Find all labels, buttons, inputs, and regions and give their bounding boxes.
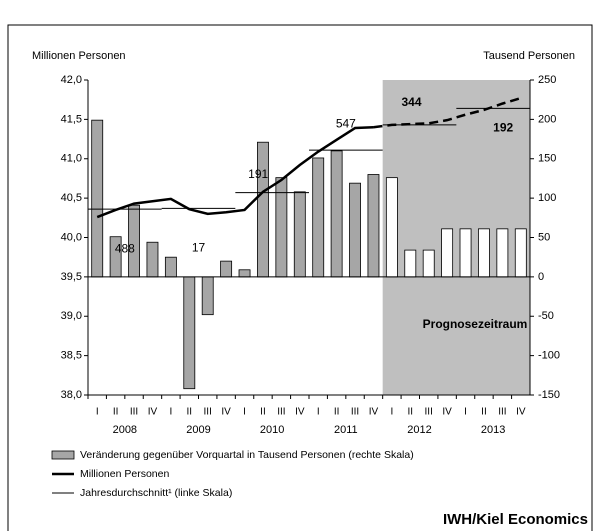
y2-tick-label: 100	[538, 192, 556, 204]
bar	[201, 276, 214, 316]
x-tick-label: I	[96, 407, 99, 418]
x-tick-label: II	[334, 407, 340, 418]
legend-label: Jahresdurchschnitt¹ (linke Skala)	[80, 487, 232, 499]
source: IWH/Kiel Economics	[443, 511, 588, 528]
x-tick-label: II	[260, 407, 266, 418]
year-label: 2013	[481, 424, 505, 436]
x-tick-label: II	[113, 407, 119, 418]
bar	[293, 191, 306, 278]
bar	[385, 177, 398, 278]
bar	[91, 119, 104, 278]
bar	[496, 228, 509, 278]
bar	[441, 228, 454, 278]
y-tick-label: 39,5	[61, 271, 82, 283]
x-tick-label: III	[425, 407, 433, 418]
bar	[164, 256, 177, 278]
bar	[404, 249, 417, 278]
x-tick-label: II	[481, 407, 487, 418]
bar	[183, 276, 196, 390]
bar	[330, 150, 343, 278]
average-label: 191	[248, 167, 268, 181]
y-tick-label: 40,5	[61, 192, 82, 204]
y-tick-label: 41,5	[61, 113, 82, 125]
bar	[478, 228, 490, 278]
y2-tick-label: -50	[538, 310, 554, 322]
x-tick-label: II	[187, 407, 193, 418]
average-label: 192	[493, 121, 513, 135]
line	[96, 126, 374, 219]
bar	[459, 228, 472, 278]
bar	[220, 260, 233, 278]
x-tick-label: IV	[221, 407, 231, 418]
bar	[146, 241, 159, 278]
average-label: 488	[115, 241, 135, 255]
year-label: 2008	[113, 424, 137, 436]
y-tick-label: 38,5	[61, 350, 82, 362]
x-tick-label: IV	[148, 407, 158, 418]
average-label: 17	[192, 241, 206, 255]
x-tick-label: III	[277, 407, 285, 418]
forecast-label: Prognosezeitraum	[423, 317, 528, 331]
x-tick-label: I	[243, 407, 246, 418]
y2-tick-label: -150	[538, 389, 560, 401]
average-label: 344	[401, 95, 421, 109]
bar	[257, 141, 269, 278]
bar	[349, 182, 361, 278]
legend-label: Millionen Personen	[80, 468, 169, 480]
legend-label: Veränderung gegenüber Vorquartal in Taus…	[80, 449, 414, 461]
forecast-line	[373, 96, 522, 129]
x-tick-label: III	[351, 407, 359, 418]
x-tick-label: III	[130, 407, 138, 418]
legend-swatch	[51, 450, 75, 460]
x-tick-label: IV	[295, 407, 305, 418]
bar	[422, 249, 435, 278]
x-tick-label: II	[408, 407, 414, 418]
y-axis-title: Millionen Personen	[32, 50, 126, 62]
year-label: 2011	[334, 424, 358, 436]
x-tick-label: IV	[369, 407, 379, 418]
y-tick-label: 40,0	[61, 231, 82, 243]
frame	[7, 24, 593, 531]
y2-tick-label: 50	[538, 231, 550, 243]
y-tick-label: 42,0	[61, 74, 82, 86]
y-tick-label: 38,0	[61, 389, 82, 401]
y2-tick-label: 150	[538, 153, 556, 165]
y2-tick-label: 250	[538, 74, 556, 86]
x-tick-label: I	[464, 407, 467, 418]
x-tick-label: I	[390, 407, 393, 418]
x-tick-label: IV	[516, 407, 526, 418]
x-tick-label: I	[169, 407, 172, 418]
y2-tick-label: 0	[538, 271, 544, 283]
bar	[367, 174, 380, 278]
year-label: 2009	[186, 424, 210, 436]
year-label: 2012	[407, 424, 431, 436]
average-label: 547	[336, 116, 356, 130]
bar	[312, 157, 325, 278]
y-tick-label: 41,0	[61, 153, 82, 165]
year-label: 2010	[260, 424, 284, 436]
y2-tick-label: -100	[538, 350, 560, 362]
x-tick-label: III	[204, 407, 212, 418]
bar	[238, 269, 251, 278]
bar	[514, 228, 527, 278]
y-tick-label: 39,0	[61, 310, 82, 322]
x-tick-label: III	[498, 407, 506, 418]
y2-tick-label: 200	[538, 113, 556, 125]
y2-axis-title: Tausend Personen	[483, 50, 575, 62]
x-tick-label: IV	[442, 407, 452, 418]
x-tick-label: I	[317, 407, 320, 418]
